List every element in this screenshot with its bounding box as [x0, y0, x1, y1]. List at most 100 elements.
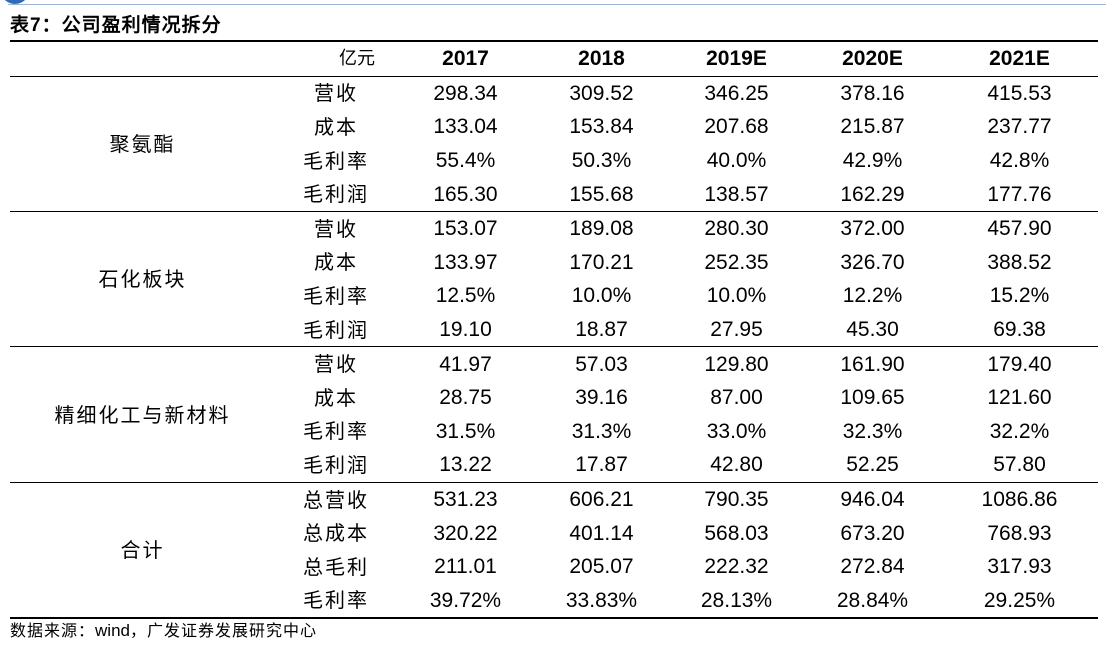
value-cell: 946.04	[840, 488, 905, 512]
value-cell: 121.60	[987, 386, 1052, 410]
table-row: 毛利润 19.10 18.87 27.95 45.30 69.38	[10, 312, 1098, 348]
value-cell: 179.40	[987, 352, 1052, 376]
value-cell: 298.34	[433, 81, 498, 105]
value-cell: 568.03	[704, 521, 769, 545]
table-row: 石化板块 营收 153.07 189.08 280.30 372.00 457.90	[10, 211, 1098, 348]
title-number: 7	[30, 15, 42, 36]
value-cell: 33.83%	[534, 583, 669, 620]
value-cell: 32.2%	[989, 419, 1050, 443]
value-cell: 606.21	[569, 488, 634, 512]
year-header: 2021E	[941, 39, 1098, 77]
value-cell: 252.35	[704, 250, 769, 274]
value-cell: 27.95	[669, 312, 804, 348]
title-text: ：公司盈利情况拆分	[41, 14, 222, 36]
value-cell: 237.77	[987, 115, 1052, 139]
value-cell: 531.23	[433, 488, 498, 512]
value-cell: 50.3%	[571, 149, 632, 173]
year-header: 2017	[397, 39, 534, 77]
table-title: 表7：公司盈利情况拆分	[10, 10, 222, 37]
table-row: 毛利润 13.22 17.87 42.80 52.25 57.80	[10, 448, 1098, 483]
table-row: 成本 133.04 153.84 207.68 215.87 237.77	[10, 110, 1098, 144]
unit-label: 亿元	[10, 39, 397, 77]
value-cell: 153.07	[433, 217, 498, 241]
value-cell: 42.8%	[989, 149, 1050, 173]
value-cell: 211.01	[434, 555, 497, 579]
value-cell: 29.25%	[941, 583, 1098, 620]
value-cell: 133.04	[433, 115, 498, 139]
value-cell: 207.68	[704, 115, 769, 139]
year-header: 2019E	[669, 39, 804, 77]
value-cell: 372.00	[840, 217, 905, 241]
table-row: 成本 133.97 170.21 252.35 326.70 388.52	[10, 246, 1098, 280]
header-row: 亿元 2017 2018 2019E 2020E 2021E	[10, 39, 1098, 77]
value-cell: 155.68	[534, 177, 669, 212]
value-cell: 10.0%	[571, 284, 632, 308]
segment-name: 合计	[10, 482, 275, 620]
value-cell: 55.4%	[435, 149, 496, 173]
source-rest: ，广发证券发展研究中心	[129, 621, 317, 640]
value-cell: 153.84	[569, 115, 634, 139]
value-cell: 33.0%	[706, 419, 767, 443]
metric-label: 成本	[314, 114, 358, 139]
value-cell: 31.3%	[571, 419, 632, 443]
value-cell: 52.25	[804, 448, 941, 483]
value-cell: 280.30	[704, 217, 769, 241]
value-cell: 57.03	[575, 352, 628, 376]
value-cell: 40.0%	[706, 149, 767, 173]
metric-label: 毛利率	[303, 419, 369, 444]
metric-label: 毛利润	[275, 177, 397, 212]
value-cell: 18.87	[534, 312, 669, 348]
metric-label: 营收	[314, 81, 358, 106]
value-cell: 162.29	[804, 177, 941, 212]
year-header: 2018	[534, 39, 669, 77]
value-cell: 17.87	[534, 448, 669, 483]
value-cell: 673.20	[840, 521, 905, 545]
table-row: 总毛利 211.01 205.07 222.32 272.84 317.93	[10, 550, 1098, 584]
value-cell: 320.22	[433, 521, 498, 545]
value-cell: 87.00	[710, 386, 763, 410]
metric-label: 毛利率	[303, 148, 369, 173]
value-cell: 129.80	[704, 352, 769, 376]
table-row: 成本 28.75 39.16 87.00 109.65 121.60	[10, 381, 1098, 415]
metric-label: 总成本	[303, 521, 369, 546]
value-cell: 205.07	[569, 555, 634, 579]
segment-name: 石化板块	[10, 211, 275, 348]
value-cell: 768.93	[987, 521, 1052, 545]
data-source-note: 数据来源：wind，广发证券发展研究中心	[10, 617, 317, 641]
table-row: 毛利率 39.72% 33.83% 28.13% 28.84% 29.25%	[10, 583, 1098, 620]
top-divider	[8, 4, 1106, 5]
value-cell: 309.52	[569, 81, 634, 105]
value-cell: 15.2%	[989, 284, 1050, 308]
value-cell: 161.90	[840, 352, 905, 376]
metric-label: 营收	[314, 352, 358, 377]
value-cell: 326.70	[840, 250, 905, 274]
table-row: 总成本 320.22 401.14 568.03 673.20 768.93	[10, 516, 1098, 550]
value-cell: 346.25	[704, 81, 769, 105]
value-cell: 401.14	[569, 521, 634, 545]
table-row: 毛利率 55.4% 50.3% 40.0% 42.9% 42.8%	[10, 144, 1098, 178]
value-cell: 317.93	[987, 555, 1052, 579]
metric-label: 成本	[314, 385, 358, 410]
value-cell: 10.0%	[706, 284, 767, 308]
metric-label: 营收	[314, 216, 358, 241]
title-prefix: 表	[10, 14, 31, 36]
value-cell: 28.75	[439, 386, 492, 410]
value-cell: 388.52	[987, 250, 1052, 274]
value-cell: 12.2%	[842, 284, 903, 308]
value-cell: 42.80	[669, 448, 804, 483]
value-cell: 165.30	[397, 177, 534, 212]
value-cell: 189.08	[569, 217, 634, 241]
value-cell: 457.90	[987, 217, 1052, 241]
metric-label: 毛利润	[275, 312, 397, 348]
segment-name: 聚氨酯	[10, 76, 275, 212]
value-cell: 415.53	[987, 81, 1052, 105]
metric-label: 毛利率	[303, 283, 369, 308]
value-cell: 215.87	[840, 115, 905, 139]
value-cell: 378.16	[840, 81, 905, 105]
value-cell: 272.84	[840, 555, 905, 579]
value-cell: 177.76	[941, 177, 1098, 212]
table-row: 合计 总营收 531.23 606.21 790.35 946.04 1086.86	[10, 482, 1098, 620]
value-cell: 45.30	[804, 312, 941, 348]
value-cell: 32.3%	[842, 419, 903, 443]
metric-label: 毛利率	[275, 583, 397, 620]
